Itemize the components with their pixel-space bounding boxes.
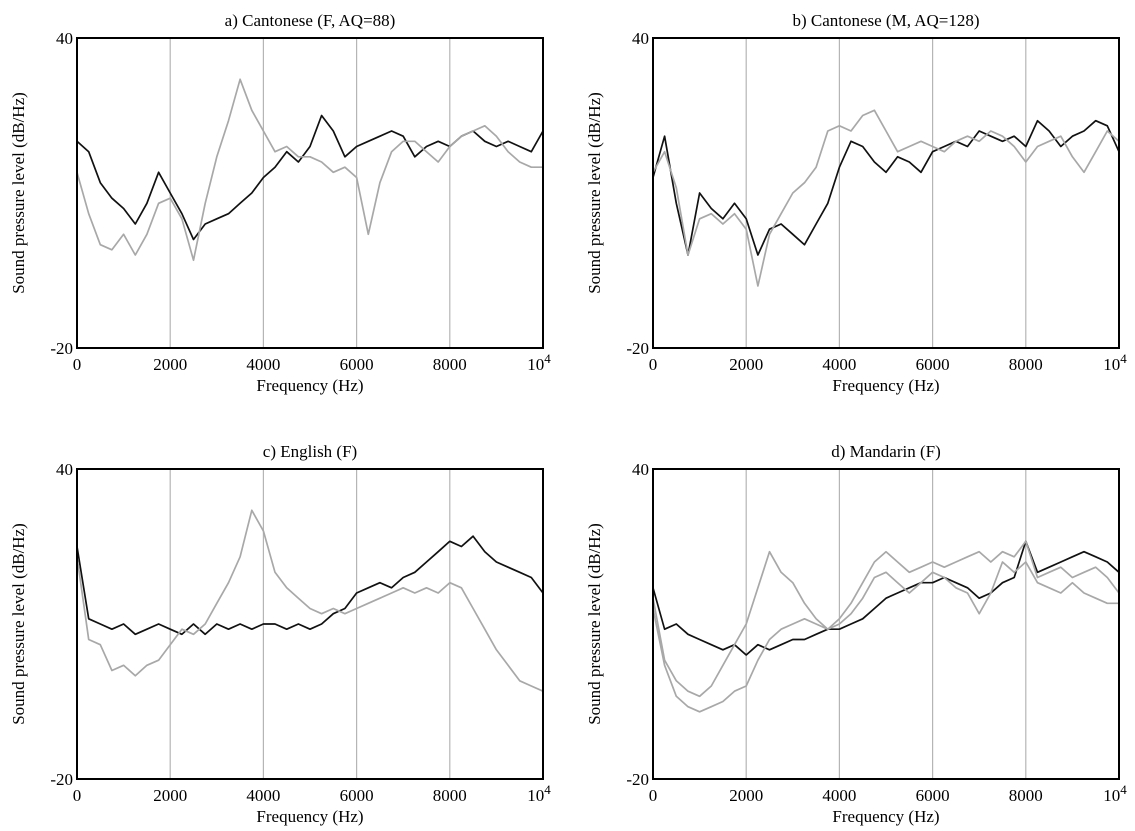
x-tick-label: 104 — [527, 782, 551, 805]
y-tick-label: -20 — [50, 770, 73, 789]
x-tick-label: 4000 — [822, 786, 856, 805]
x-tick-label: 0 — [649, 355, 658, 374]
series-line-1 — [652, 119, 1120, 256]
x-tick-label: 6000 — [916, 355, 950, 374]
x-tick-label: 6000 — [916, 786, 950, 805]
series-line-3 — [652, 550, 1119, 698]
x-axis-label: Frequency (Hz) — [832, 376, 939, 395]
x-tick-label: 4000 — [246, 786, 280, 805]
y-axis-label: Sound pressure level (dB/Hz) — [585, 523, 604, 725]
x-tick-exponent: 4 — [544, 782, 551, 797]
x-tick-label: 6000 — [340, 786, 374, 805]
x-tick-label: 2000 — [153, 355, 187, 374]
chart-title: b) Cantonese (M, AQ=128) — [792, 11, 979, 30]
x-tick-label: 104 — [1103, 782, 1127, 805]
plot-frame — [76, 37, 544, 349]
chart-title: c) English (F) — [263, 442, 357, 461]
series-line-2 — [76, 78, 543, 262]
panel-c: 0 2000 4000 6000 8000 104 -20 40 c) English (F) F… — [9, 442, 551, 826]
y-tick-label: 40 — [56, 460, 73, 479]
panel-a: 0 2000 4000 6000 8000 104 -20 40 a) Cantonese (F… — [9, 11, 551, 395]
x-tick-label: 8000 — [1009, 786, 1043, 805]
y-tick-label: -20 — [50, 339, 73, 358]
x-tick-label: 0 — [649, 786, 658, 805]
series-line-2 — [652, 109, 1120, 287]
x-tick-label: 2000 — [729, 355, 763, 374]
y-tick-label: 40 — [632, 460, 649, 479]
panel-b: 0 2000 4000 6000 8000 104 -20 40 b) Cantonese (M… — [585, 11, 1127, 395]
x-axis-label: Frequency (Hz) — [832, 807, 939, 826]
y-axis-label: Sound pressure level (dB/Hz) — [9, 523, 28, 725]
x-tick-label: 8000 — [433, 786, 467, 805]
x-axis-label: Frequency (Hz) — [256, 807, 363, 826]
x-tick-label: 4000 — [246, 355, 280, 374]
series-line-1 — [76, 535, 544, 636]
x-tick-label: 104 — [527, 351, 551, 374]
y-axis-label: Sound pressure level (dB/Hz) — [585, 92, 604, 294]
plot-frame — [652, 468, 1120, 780]
y-tick-label: 40 — [56, 29, 73, 48]
x-tick-exponent: 4 — [544, 351, 551, 366]
y-tick-label: 40 — [632, 29, 649, 48]
chart-title: a) Cantonese (F, AQ=88) — [225, 11, 396, 30]
x-tick-label: 0 — [73, 355, 82, 374]
y-tick-label: -20 — [626, 339, 649, 358]
chart-title: d) Mandarin (F) — [831, 442, 941, 461]
x-axis-label: Frequency (Hz) — [256, 376, 363, 395]
plot-frame — [76, 468, 544, 780]
series-line-1 — [652, 540, 1120, 656]
x-tick-label: 8000 — [433, 355, 467, 374]
y-axis-label: Sound pressure level (dB/Hz) — [9, 92, 28, 294]
y-tick-label: -20 — [626, 770, 649, 789]
x-tick-label: 2000 — [729, 786, 763, 805]
series-line-2 — [652, 540, 1120, 713]
series-line-1 — [76, 114, 544, 241]
x-tick-label: 2000 — [153, 786, 187, 805]
x-tick-label: 104 — [1103, 351, 1127, 374]
x-tick-exponent: 4 — [1120, 351, 1127, 366]
plot-frame — [652, 37, 1120, 349]
x-tick-label: 6000 — [340, 355, 374, 374]
x-tick-label: 0 — [73, 786, 82, 805]
series-line-2 — [76, 509, 544, 692]
panel-d: 0 2000 4000 6000 8000 104 -20 40 d) Mandarin (F)… — [585, 442, 1127, 826]
x-tick-exponent: 4 — [1120, 782, 1127, 797]
x-tick-label: 4000 — [822, 355, 856, 374]
x-tick-label: 8000 — [1009, 355, 1043, 374]
